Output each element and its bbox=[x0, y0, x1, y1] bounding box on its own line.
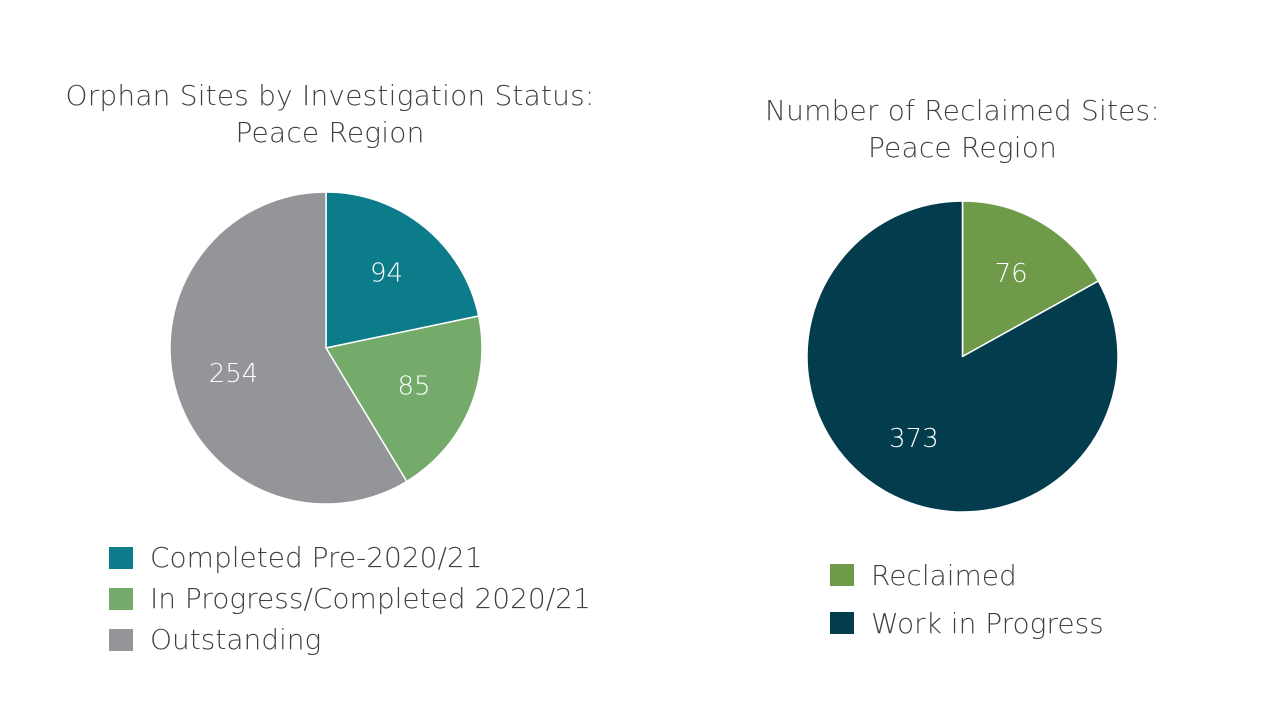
legend-swatch bbox=[109, 546, 133, 569]
chart-title-reclaimed-sites: Number of Reclaimed Sites: Peace Region bbox=[690, 92, 1235, 166]
legend-label: Work in Progress bbox=[871, 606, 1104, 640]
chart-title-orphan-sites: Orphan Sites by Investigation Status: Pe… bbox=[40, 77, 620, 151]
pie-chart-investigation-status: 94 85 254 bbox=[169, 191, 483, 505]
pie-data-label-completed-pre-2020-21: 94 bbox=[370, 258, 403, 288]
chart-title-line: Peace Region bbox=[867, 131, 1058, 164]
legend-swatch bbox=[830, 564, 854, 586]
legend-item-completed-pre-2020-21: Completed Pre-2020/21 bbox=[109, 537, 591, 578]
legend-item-work-in-progress: Work in Progress bbox=[830, 599, 1104, 647]
pie-data-label-outstanding: 254 bbox=[209, 359, 259, 389]
legend-item-reclaimed: Reclaimed bbox=[830, 551, 1104, 599]
chart-title-line: Orphan Sites by Investigation Status: bbox=[65, 79, 595, 112]
legend-reclaimed-sites: Reclaimed Work in Progress bbox=[830, 551, 1104, 647]
legend-label: In Progress/Completed 2020/21 bbox=[150, 582, 591, 615]
pie-slice-reclaimed bbox=[961, 200, 1100, 358]
pie-chart-reclaimed-sites: 76 373 bbox=[806, 200, 1119, 513]
pie-data-label-in-progress-completed-2020-21: 85 bbox=[397, 371, 430, 401]
pie-data-label-reclaimed: 76 bbox=[995, 259, 1028, 289]
legend-swatch bbox=[109, 628, 133, 651]
pie-slice-completed-pre-2020-21 bbox=[325, 191, 480, 349]
legend-label: Completed Pre-2020/21 bbox=[150, 541, 483, 574]
legend-item-outstanding: Outstanding bbox=[109, 619, 591, 660]
pie-slice-work-in-progress bbox=[806, 200, 1119, 513]
legend-swatch bbox=[830, 612, 854, 634]
chart-title-line: Peace Region bbox=[235, 116, 425, 149]
pie-data-label-work-in-progress: 373 bbox=[889, 424, 939, 454]
legend-label: Reclaimed bbox=[871, 558, 1017, 592]
legend-item-in-progress-completed-2020-21: In Progress/Completed 2020/21 bbox=[109, 578, 591, 619]
legend-swatch bbox=[109, 587, 133, 610]
legend-investigation-status: Completed Pre-2020/21 In Progress/Comple… bbox=[109, 537, 591, 660]
pie-slice-in-progress-completed-2020-21 bbox=[325, 315, 483, 483]
chart-title-line: Number of Reclaimed Sites: bbox=[765, 94, 1160, 127]
pie-slice-outstanding bbox=[169, 191, 408, 505]
legend-label: Outstanding bbox=[150, 623, 322, 656]
